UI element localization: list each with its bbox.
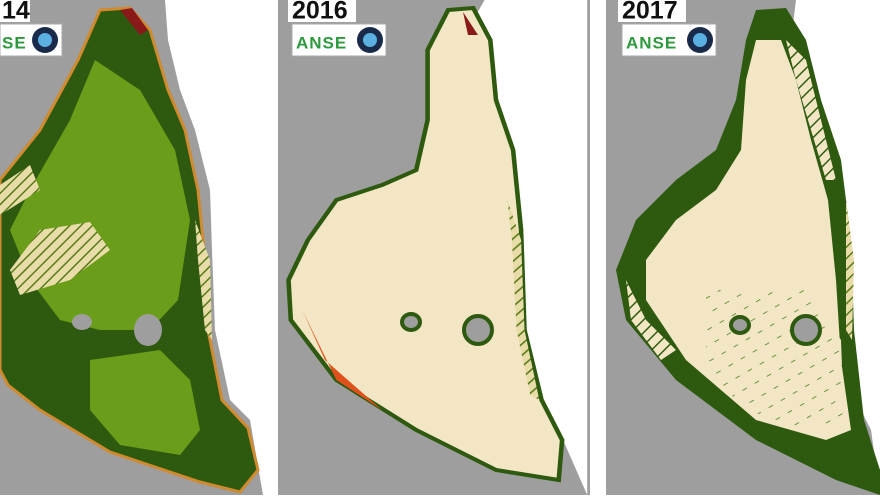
year-label: 14 (2, 0, 30, 25)
logo-text: SE (2, 33, 27, 52)
logo-text: ANSE (296, 33, 347, 52)
panel-2016: 2016 ANSE (278, 0, 590, 495)
year-label: 2016 (292, 0, 348, 25)
year-label: 2017 (622, 0, 678, 25)
logo-text: ANSE (626, 33, 677, 52)
panel-2017: 2017 ANSE (606, 0, 880, 495)
panel-2014: 14 SE (0, 0, 263, 495)
